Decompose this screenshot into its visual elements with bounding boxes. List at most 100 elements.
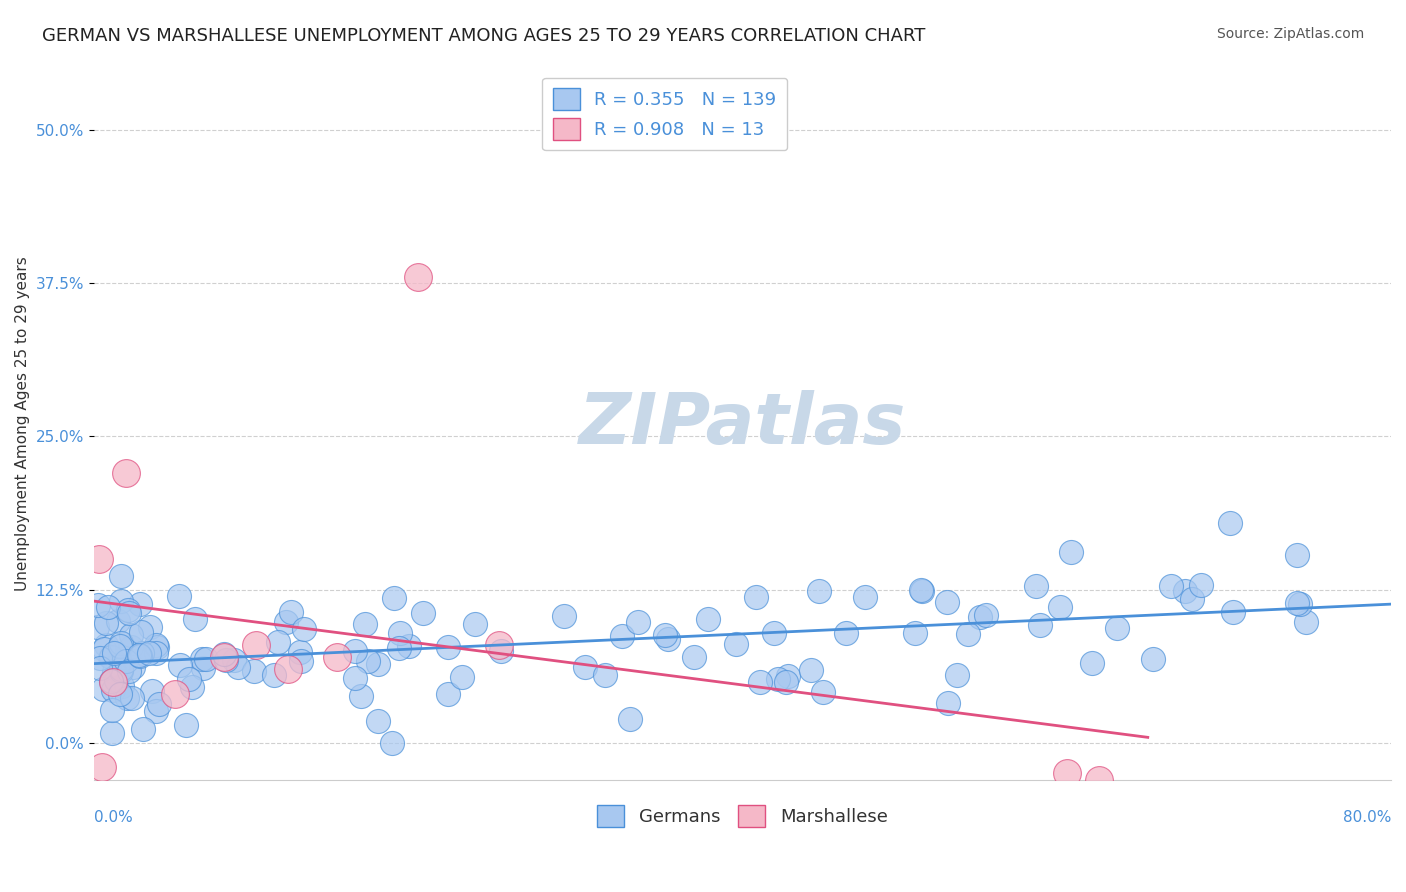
Point <box>1189 578 1212 592</box>
Point <box>141 684 163 698</box>
Point <box>110 662 132 676</box>
Point <box>148 698 170 712</box>
Point <box>451 670 474 684</box>
Text: GERMAN VS MARSHALLESE UNEMPLOYMENT AMONG AGES 25 TO 29 YEARS CORRELATION CHART: GERMAN VS MARSHALLESE UNEMPLOYMENT AMONG… <box>42 27 925 45</box>
Point <box>464 616 486 631</box>
Point <box>194 652 217 666</box>
Point <box>1142 652 1164 666</box>
Point <box>103 665 125 679</box>
Point <box>263 668 285 682</box>
Point <box>107 614 129 628</box>
Point <box>807 583 830 598</box>
Point <box>1181 591 1204 606</box>
Point <box>910 583 932 598</box>
Point <box>437 640 460 654</box>
Point <box>697 612 720 626</box>
Point <box>245 638 267 652</box>
Point <box>118 664 141 678</box>
Point <box>595 668 617 682</box>
Point <box>1285 548 1308 562</box>
Point <box>110 568 132 582</box>
Point <box>120 640 142 655</box>
Point <box>103 646 125 660</box>
Point <box>163 687 186 701</box>
Point <box>288 644 311 658</box>
Point <box>86 620 108 634</box>
Point <box>766 672 789 686</box>
Point <box>128 597 150 611</box>
Point <box>101 683 124 698</box>
Point <box>398 639 420 653</box>
Point <box>100 650 122 665</box>
Point <box>98 649 121 664</box>
Point <box>654 628 676 642</box>
Point <box>115 654 138 668</box>
Point <box>215 653 238 667</box>
Point <box>131 646 153 660</box>
Point <box>367 657 389 671</box>
Point <box>111 680 134 694</box>
Point <box>1081 656 1104 670</box>
Point <box>101 726 124 740</box>
Point <box>553 609 575 624</box>
Text: 80.0%: 80.0% <box>1343 810 1391 825</box>
Point <box>762 626 785 640</box>
Point <box>911 583 934 598</box>
Point <box>96 638 118 652</box>
Point <box>224 653 246 667</box>
Point <box>1025 579 1047 593</box>
Point <box>488 638 510 652</box>
Point <box>87 552 110 566</box>
Point <box>104 673 127 688</box>
Point <box>749 674 772 689</box>
Point <box>412 607 434 621</box>
Point <box>108 640 131 654</box>
Point <box>128 648 150 662</box>
Point <box>1295 615 1317 630</box>
Point <box>354 617 377 632</box>
Point <box>174 718 197 732</box>
Point <box>356 654 378 668</box>
Point <box>139 620 162 634</box>
Point <box>145 646 167 660</box>
Point <box>214 647 236 661</box>
Point <box>280 605 302 619</box>
Point <box>619 712 641 726</box>
Point <box>145 638 167 652</box>
Point <box>97 600 120 615</box>
Point <box>267 634 290 648</box>
Point <box>131 624 153 639</box>
Point <box>146 640 169 654</box>
Point <box>657 632 679 646</box>
Point <box>437 687 460 701</box>
Point <box>120 628 142 642</box>
Point <box>89 651 111 665</box>
Point <box>100 673 122 688</box>
Point <box>274 615 297 630</box>
Point <box>177 672 200 686</box>
Text: 0.0%: 0.0% <box>94 810 132 825</box>
Point <box>1107 621 1129 635</box>
Y-axis label: Unemployment Among Ages 25 to 29 years: Unemployment Among Ages 25 to 29 years <box>15 257 30 591</box>
Point <box>103 674 125 689</box>
Point <box>349 689 371 703</box>
Point <box>1060 545 1083 559</box>
Point <box>292 623 315 637</box>
Point <box>108 687 131 701</box>
Point <box>1289 597 1312 611</box>
Point <box>91 681 114 696</box>
Point <box>184 612 207 626</box>
Point <box>835 625 858 640</box>
Point <box>1088 772 1111 787</box>
Point <box>121 690 143 705</box>
Point <box>87 598 110 612</box>
Point <box>1222 605 1244 619</box>
Point <box>745 591 768 605</box>
Point <box>491 644 513 658</box>
Point <box>406 269 429 284</box>
Point <box>110 636 132 650</box>
Point <box>145 704 167 718</box>
Point <box>167 589 190 603</box>
Point <box>191 660 214 674</box>
Point <box>936 696 959 710</box>
